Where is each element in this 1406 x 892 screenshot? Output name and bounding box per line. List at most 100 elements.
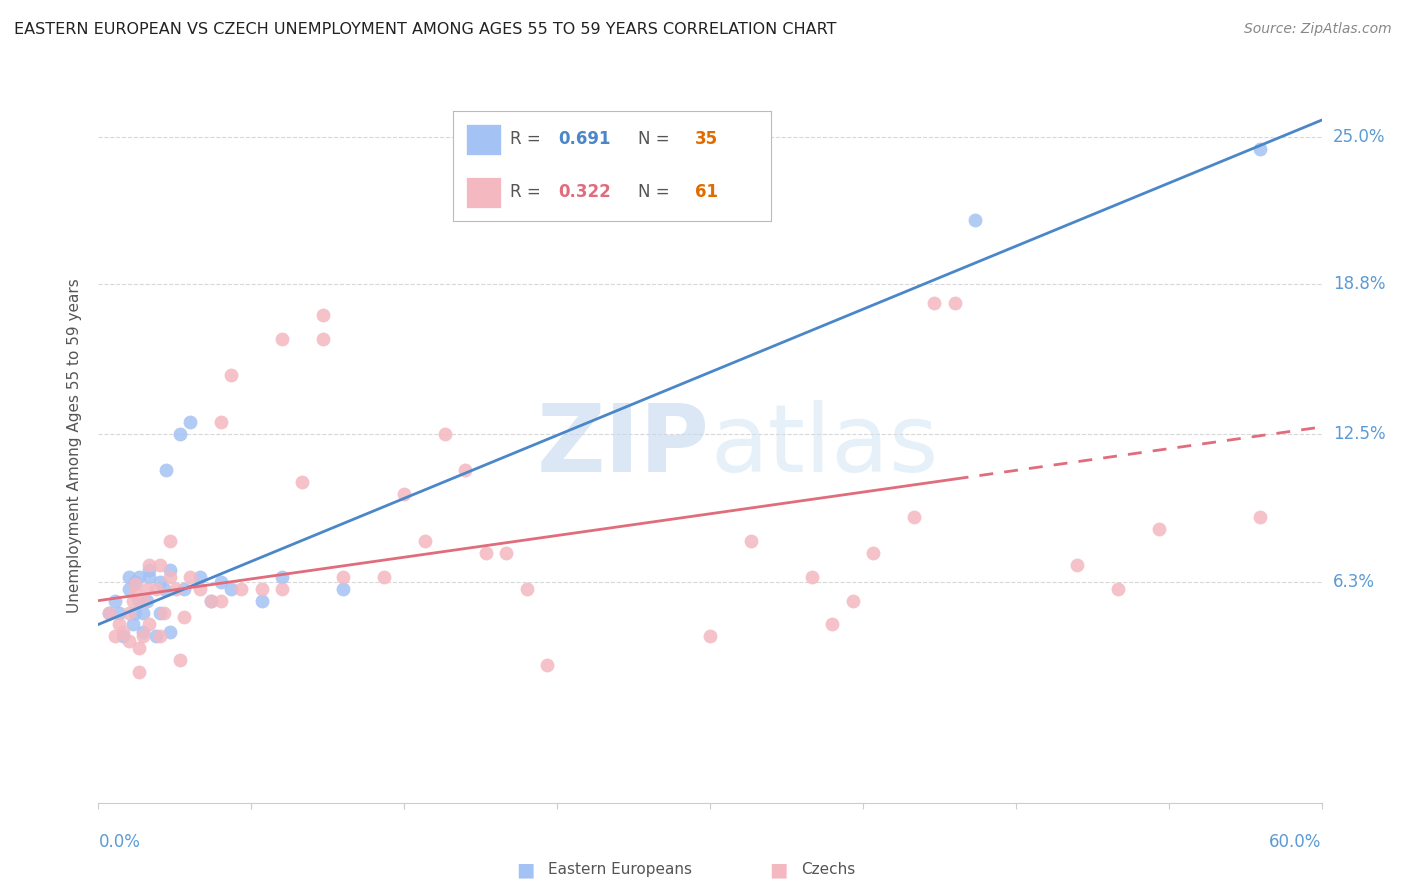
Point [124,586,146,600]
Point [155,463,177,477]
Point [495,546,517,560]
Text: 0.691: 0.691 [558,130,610,148]
Point [136,593,159,607]
Point [136,582,159,596]
Point [312,308,335,322]
Text: R =: R = [510,184,547,202]
Point [903,510,925,524]
Point [454,463,477,477]
Point [1249,142,1271,156]
Point [97,606,120,620]
Point [291,475,314,489]
Point [740,534,762,549]
Text: 0.322: 0.322 [558,184,610,202]
Point [413,534,436,549]
Point [231,582,253,596]
Point [132,593,155,607]
Point [209,574,232,589]
Point [169,653,191,667]
Point [118,606,141,620]
Point [332,570,354,584]
Point [270,582,294,596]
Point [188,570,212,584]
Text: Source: ZipAtlas.com: Source: ZipAtlas.com [1244,22,1392,37]
Point [165,582,187,596]
Point [152,582,174,596]
FancyBboxPatch shape [465,177,501,208]
Text: ■: ■ [516,860,534,880]
Text: 6.3%: 6.3% [1333,573,1375,591]
Point [862,546,884,560]
Text: atlas: atlas [710,400,938,492]
Point [922,296,945,310]
Text: ■: ■ [769,860,787,880]
Point [392,486,416,500]
Point [173,582,195,596]
Point [250,582,273,596]
Text: 35: 35 [695,130,718,148]
Point [821,617,844,632]
Point [149,629,172,643]
Text: 18.8%: 18.8% [1333,276,1385,293]
Point [138,558,160,572]
Point [841,593,863,607]
Point [118,634,141,648]
Point [118,582,141,596]
Text: Eastern Europeans: Eastern Europeans [548,863,692,877]
Point [1066,558,1088,572]
Point [128,593,150,607]
Point [145,629,167,643]
Point [124,606,146,620]
Point [159,534,181,549]
Point [104,629,127,643]
Point [270,570,294,584]
Point [145,582,167,596]
Point [188,582,212,596]
Point [124,574,146,589]
Point [159,563,181,577]
Point [111,629,134,643]
Text: ZIP: ZIP [537,400,710,492]
Point [132,629,155,643]
Text: 12.5%: 12.5% [1333,425,1385,443]
Point [209,593,232,607]
Point [138,563,160,577]
Point [124,577,146,591]
Point [1249,510,1271,524]
Point [250,593,273,607]
Point [138,570,160,584]
Text: 0.0%: 0.0% [98,833,141,851]
Point [111,624,134,639]
Text: 60.0%: 60.0% [1270,833,1322,851]
Point [173,610,195,624]
Point [943,296,966,310]
Point [200,593,222,607]
Point [474,546,498,560]
Text: 25.0%: 25.0% [1333,128,1385,145]
Point [200,593,222,607]
Point [312,332,335,346]
Point [128,665,150,679]
Point [516,582,538,596]
Point [108,617,131,632]
Point [1107,582,1129,596]
Point [149,574,172,589]
Point [159,570,181,584]
Point [97,606,120,620]
Point [219,368,242,382]
Point [536,657,558,672]
Point [138,617,160,632]
Text: R =: R = [510,130,547,148]
Point [332,582,354,596]
Text: Czechs: Czechs [801,863,856,877]
Point [699,629,721,643]
Point [132,624,155,639]
Point [801,570,824,584]
Point [169,427,191,442]
Point [122,593,145,607]
Point [108,606,131,620]
Point [149,606,172,620]
Text: N =: N = [637,130,675,148]
Y-axis label: Unemployment Among Ages 55 to 59 years: Unemployment Among Ages 55 to 59 years [67,278,83,614]
Point [179,570,201,584]
